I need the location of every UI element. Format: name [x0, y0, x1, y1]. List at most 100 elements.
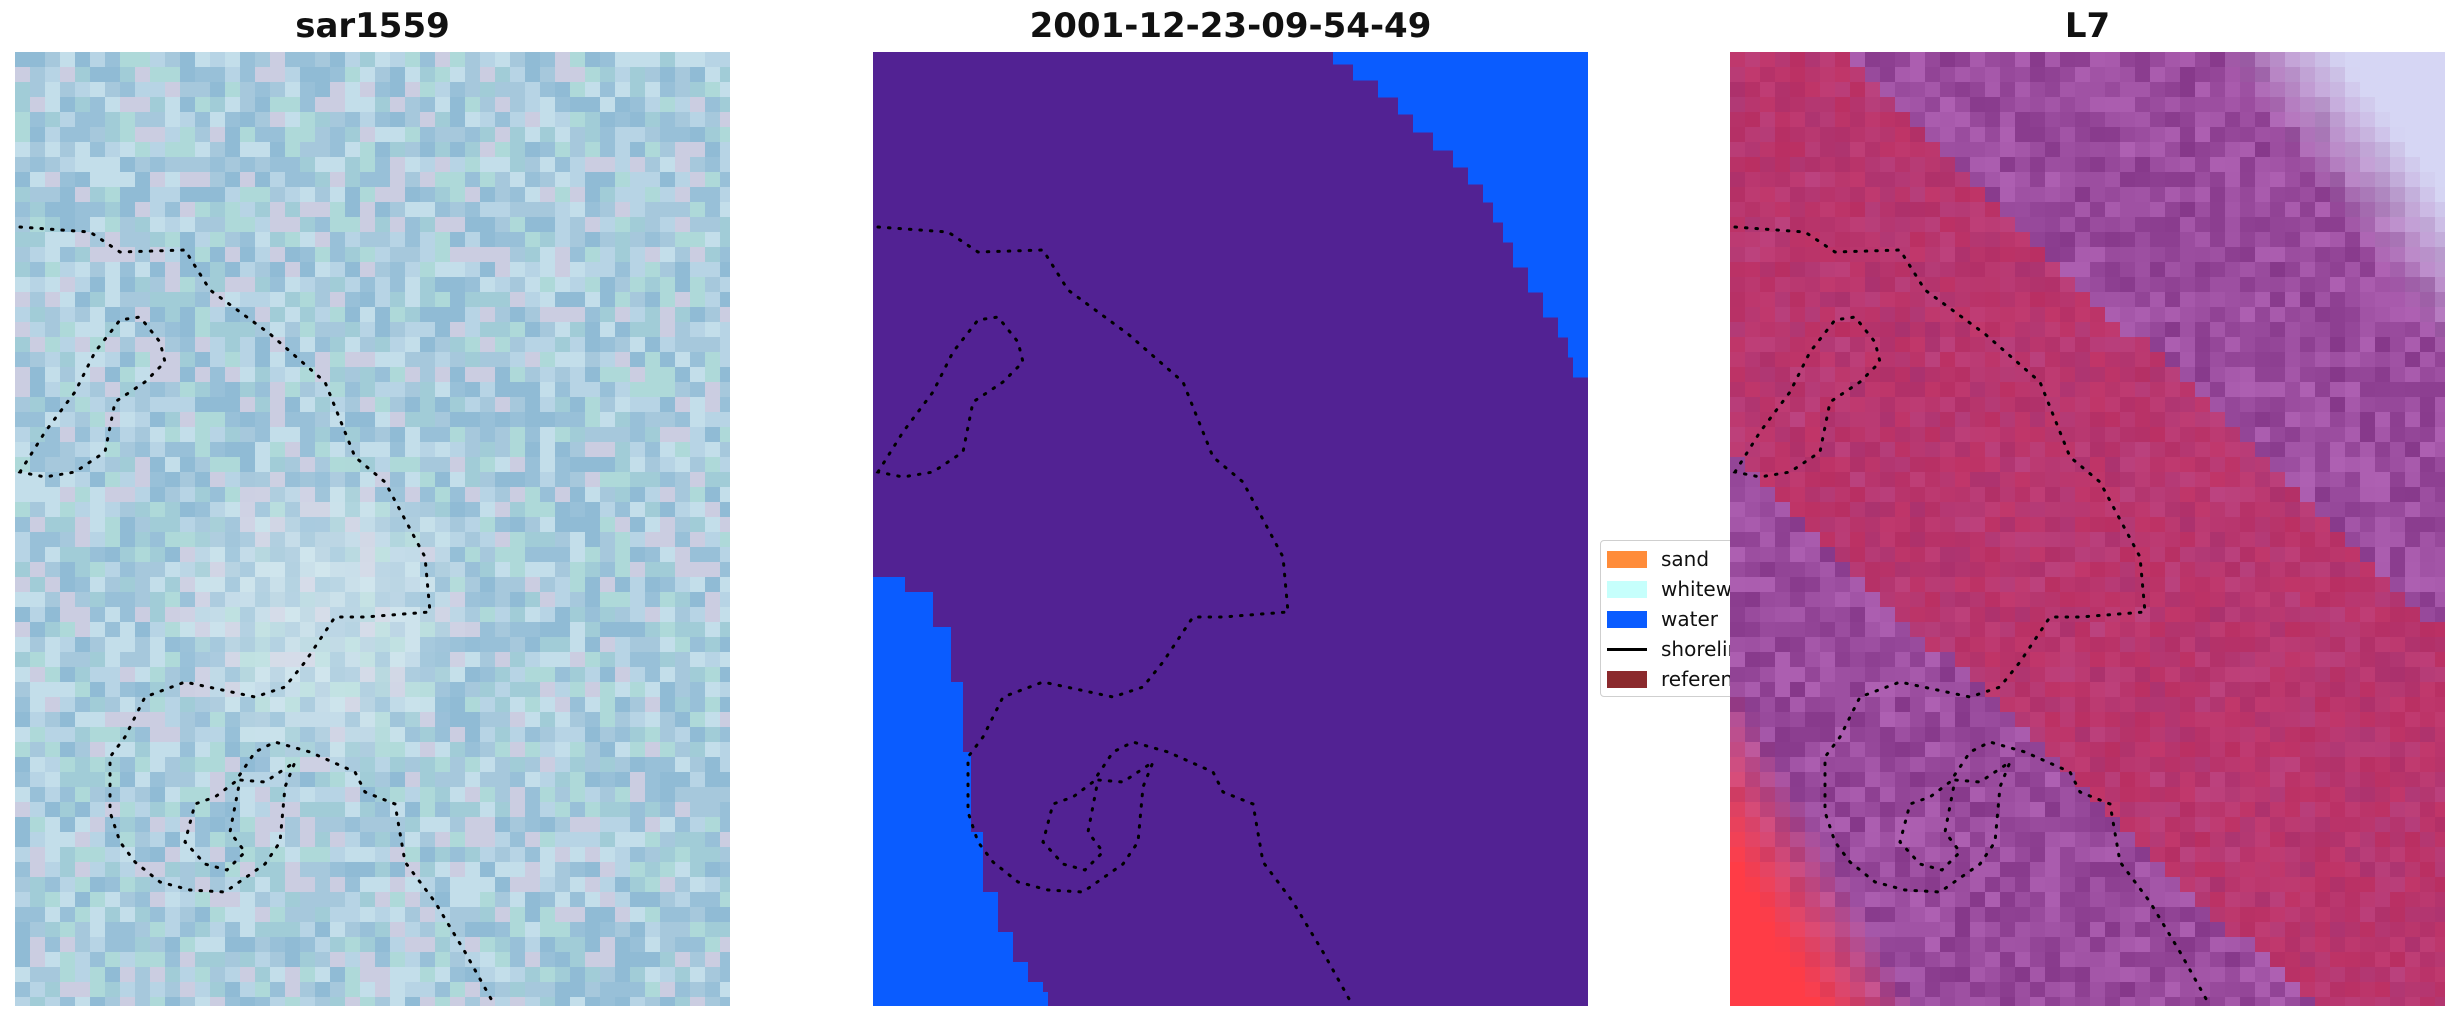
sar-pixel	[660, 472, 676, 488]
l7-pixel	[2180, 52, 2196, 68]
sar-pixel	[690, 247, 706, 263]
sar-pixel	[225, 622, 241, 638]
sar-pixel	[615, 322, 631, 338]
l7-pixel	[2195, 262, 2211, 278]
l7-pixel	[1955, 172, 1971, 188]
sar-pixel	[255, 457, 271, 473]
sar-pixel	[120, 397, 136, 413]
sar-pixel	[120, 52, 136, 68]
l7-pixel	[2330, 427, 2346, 443]
sar-pixel	[615, 232, 631, 248]
l7-pixel	[2165, 232, 2181, 248]
sar-pixel	[555, 562, 571, 578]
sar-pixel	[525, 817, 541, 833]
l7-pixel	[1865, 97, 1881, 113]
l7-pixel	[1745, 487, 1761, 503]
sar-pixel	[270, 262, 286, 278]
l7-pixel	[2270, 352, 2286, 368]
sar-pixel	[705, 547, 721, 563]
sar-pixel	[360, 127, 376, 143]
l7-pixel	[2420, 142, 2436, 158]
sar-pixel	[525, 862, 541, 878]
sar-pixel	[135, 52, 151, 68]
sar-pixel	[195, 427, 211, 443]
l7-pixel	[1760, 127, 1776, 143]
l7-pixel	[2315, 487, 2331, 503]
l7-pixel	[1760, 142, 1776, 158]
sar-pixel	[405, 802, 421, 818]
sar-pixel	[420, 277, 436, 293]
sar-pixel	[90, 412, 106, 428]
l7-pixel	[2390, 562, 2406, 578]
l7-pixel	[1775, 232, 1791, 248]
sar-pixel	[180, 652, 196, 668]
sar-pixel	[390, 607, 406, 623]
l7-pixel	[1745, 622, 1761, 638]
sar-pixel	[75, 277, 91, 293]
sar-pixel	[555, 247, 571, 263]
sar-pixel	[705, 247, 721, 263]
sar-pixel	[675, 412, 691, 428]
sar-pixel	[660, 142, 676, 158]
sar-pixel	[390, 997, 406, 1006]
sar-pixel	[300, 337, 316, 353]
l7-pixel	[2015, 382, 2031, 398]
sar-pixel	[675, 232, 691, 248]
l7-pixel	[2195, 592, 2211, 608]
sar-pixel	[420, 382, 436, 398]
l7-pixel	[1925, 472, 1941, 488]
l7-pixel	[1925, 397, 1941, 413]
l7-pixel	[2075, 67, 2091, 83]
l7-pixel	[2330, 217, 2346, 233]
sar-pixel	[705, 307, 721, 323]
l7-pixel	[1910, 82, 1926, 98]
l7-pixel	[2360, 187, 2376, 203]
l7-pixel	[2075, 607, 2091, 623]
sar-pixel	[75, 607, 91, 623]
sar-pixel	[645, 52, 661, 68]
l7-pixel	[1910, 622, 1926, 638]
l7-pixel	[2150, 592, 2166, 608]
l7-pixel	[2225, 562, 2241, 578]
sar-pixel	[495, 622, 511, 638]
sar-pixel	[480, 427, 496, 443]
sar-pixel	[525, 112, 541, 128]
l7-pixel	[2090, 382, 2106, 398]
sar-pixel	[255, 367, 271, 383]
sar-pixel	[285, 832, 301, 848]
l7-pixel	[2000, 517, 2016, 533]
l7-pixel	[1835, 337, 1851, 353]
sar-pixel	[705, 877, 721, 893]
sar-pixel	[420, 442, 436, 458]
l7-pixel	[2315, 412, 2331, 428]
sar-pixel	[105, 682, 121, 698]
sar-pixel	[720, 247, 730, 263]
sar-pixel	[195, 292, 211, 308]
l7-pixel	[2270, 532, 2286, 548]
l7-pixel	[2165, 577, 2181, 593]
sar-pixel	[210, 292, 226, 308]
sar-pixel	[255, 967, 271, 983]
l7-pixel	[1985, 277, 2001, 293]
sar-pixel	[675, 112, 691, 128]
l7-pixel	[1835, 427, 1851, 443]
sar-pixel	[90, 562, 106, 578]
sar-pixel	[360, 217, 376, 233]
sar-pixel	[120, 952, 136, 968]
sar-pixel	[210, 832, 226, 848]
sar-pixel	[585, 82, 601, 98]
sar-pixel	[390, 52, 406, 68]
sar-pixel	[450, 502, 466, 518]
sar-pixel	[240, 472, 256, 488]
sar-pixel	[405, 187, 421, 203]
l7-pixel	[1775, 292, 1791, 308]
l7-pixel	[1970, 337, 1986, 353]
l7-pixel	[2435, 127, 2445, 143]
sar-pixel	[90, 382, 106, 398]
sar-pixel	[315, 772, 331, 788]
l7-pixel	[1940, 112, 1956, 128]
sar-pixel	[375, 97, 391, 113]
l7-pixel	[2210, 592, 2226, 608]
sar-pixel	[30, 892, 46, 908]
sar-pixel	[360, 907, 376, 923]
